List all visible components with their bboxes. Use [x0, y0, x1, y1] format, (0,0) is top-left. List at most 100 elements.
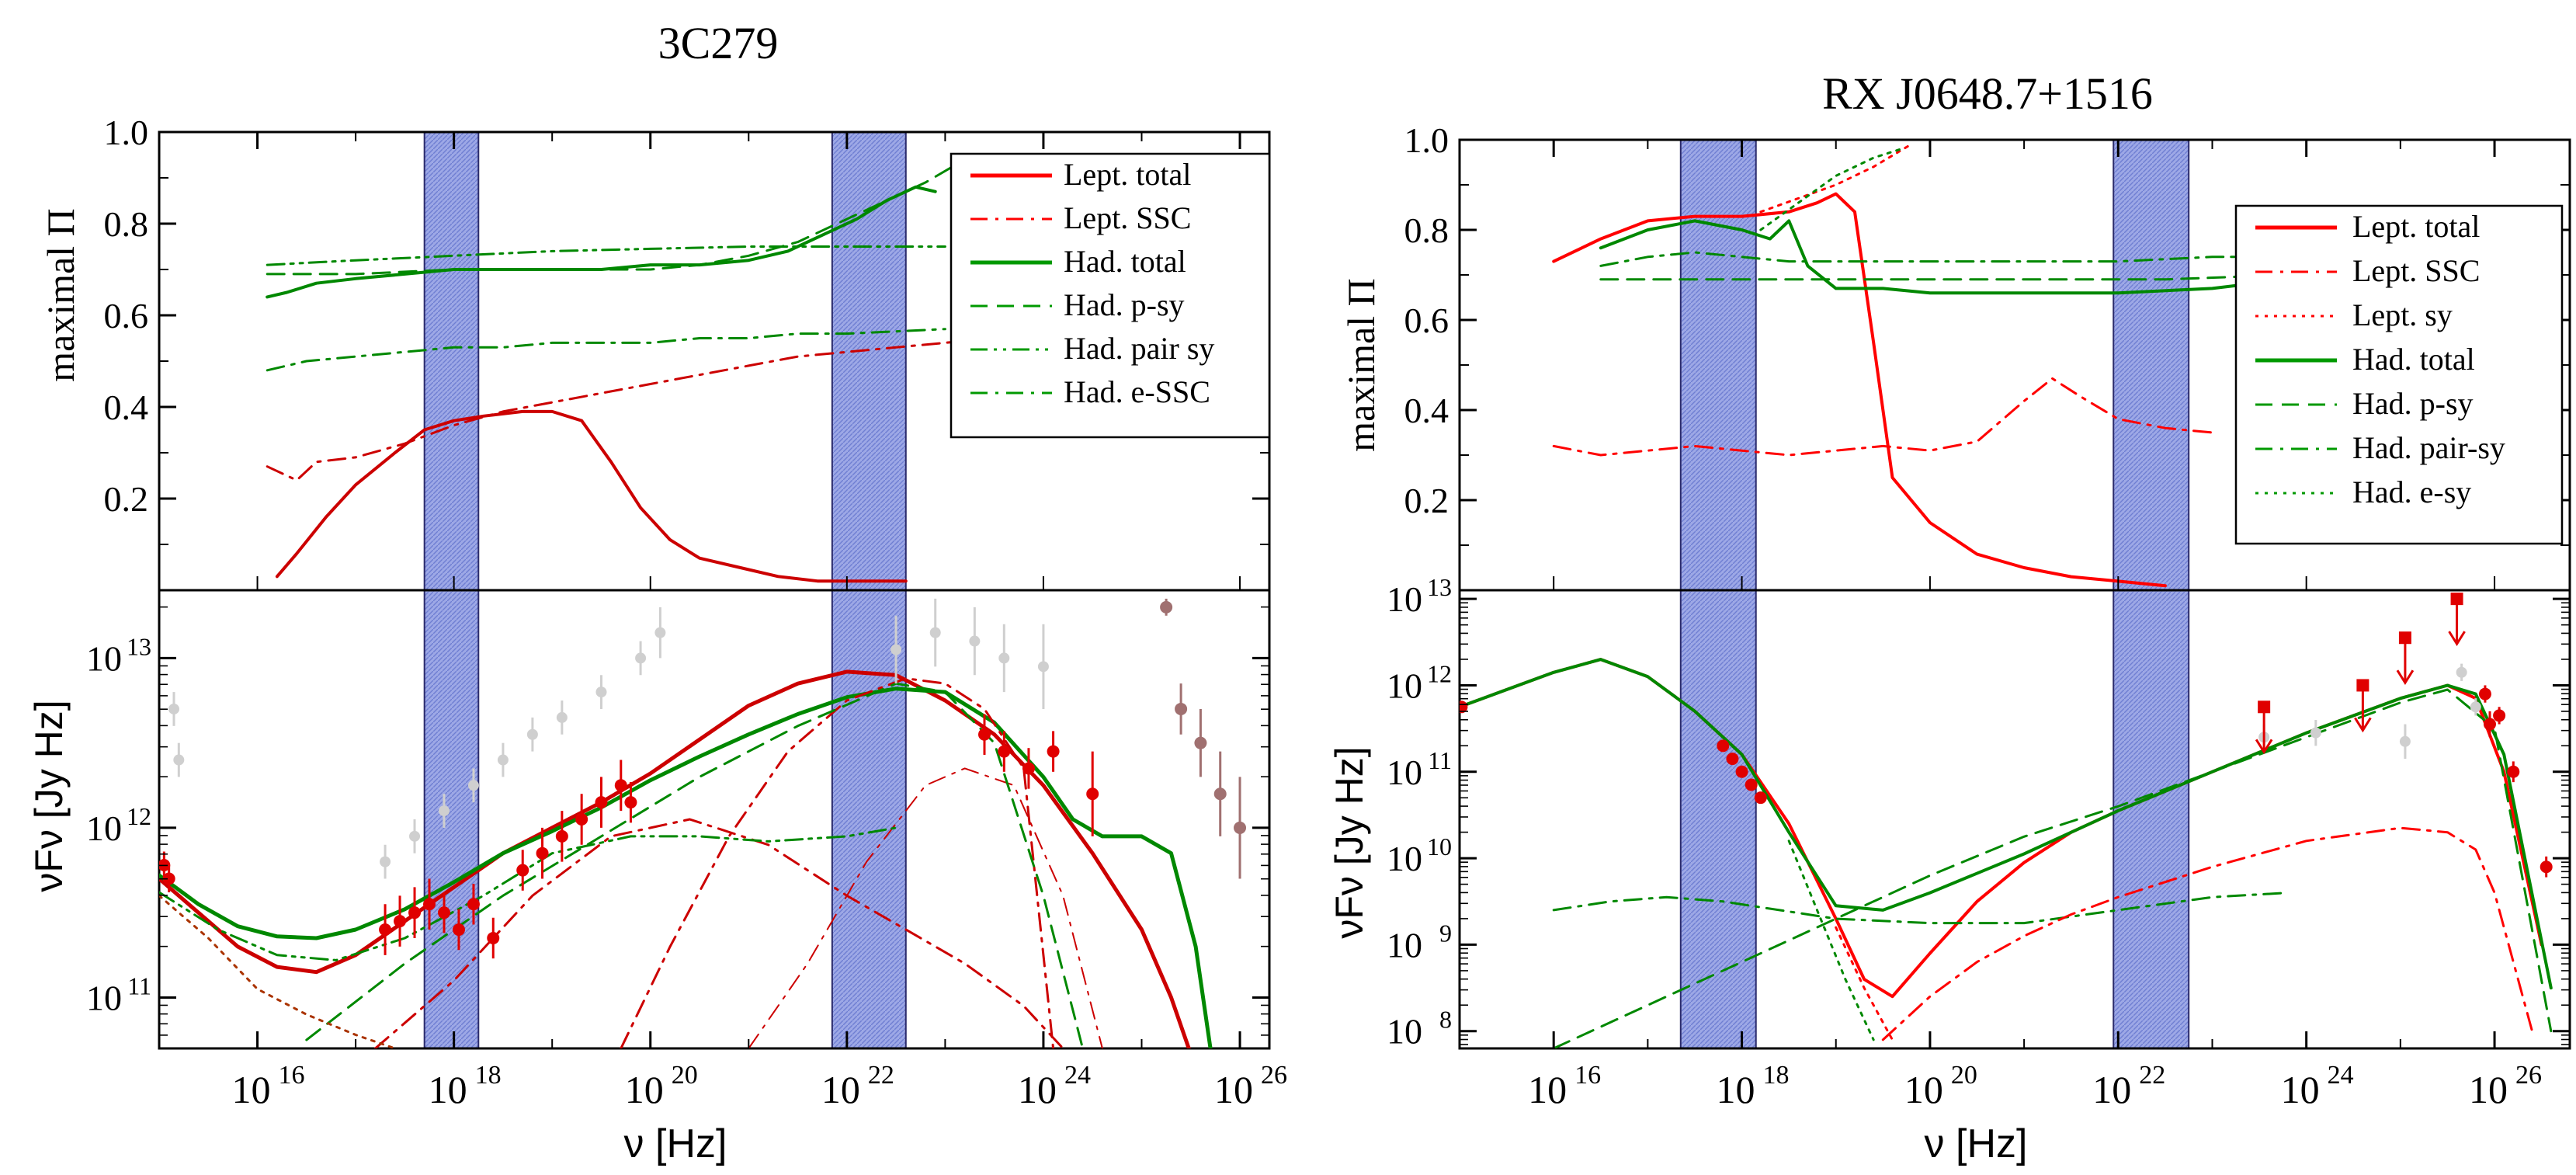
legend-label: Had. pair sy [1064, 331, 1214, 366]
series-lept-total [275, 409, 908, 583]
vhe-point [1194, 736, 1207, 749]
data-point [575, 813, 588, 826]
plot-frame [1458, 138, 2571, 1050]
archival-point [2310, 727, 2321, 739]
y-tick-label: 10 [1387, 839, 1422, 878]
archival-point [168, 703, 179, 714]
x-ray-band-highlights [1679, 139, 2190, 1049]
series-had-total [1460, 658, 2553, 990]
y-tick-label: 0.8 [1404, 210, 1449, 250]
archival-point [654, 627, 666, 638]
x-axis-label: ν [Hz] [624, 1121, 727, 1166]
archival-point [526, 728, 538, 740]
legend: Lept. total Lept. SSC Had. total Had. p-sy H… [950, 152, 1271, 439]
data-point [978, 728, 991, 741]
top-y-axis-label: maximal Π [39, 208, 82, 382]
legend-label: Lept. SSC [1064, 200, 1191, 235]
data-point [555, 829, 568, 843]
archival-point [890, 644, 902, 655]
legend-label: Lept. SSC [2352, 253, 2480, 288]
archival-point [438, 805, 450, 817]
series-lept-ssc [1552, 377, 2213, 457]
data-point [614, 779, 627, 792]
legend-label: Had. pair-sy [2352, 430, 2505, 465]
x-tick-exponent: 24 [2328, 1061, 2354, 1090]
legend-label: Lept. total [2352, 209, 2480, 244]
archival-point [998, 652, 1010, 664]
archival-point [595, 687, 607, 698]
y-tick-label: 0.6 [104, 296, 149, 335]
data-point [379, 923, 392, 937]
data-point [1735, 765, 1748, 778]
data-point [162, 872, 175, 885]
chart-3c279: 3C279 10 16 10 18 10 20 10 22 10 24 10 260.20.40.60… [27, 18, 1287, 1166]
legend: Lept. total Lept. SSC Lept. sy Had. total Ha… [2234, 204, 2564, 545]
x-tick-exponent: 18 [1763, 1061, 1790, 1090]
shaded-band [2113, 139, 2190, 1049]
y-tick-label: 10 [86, 808, 122, 848]
series-had-total [1599, 219, 2290, 295]
data-point [1754, 791, 1767, 805]
x-tick-label: 10 [625, 1068, 664, 1111]
x-tick-label: 10 [1717, 1068, 1755, 1111]
y-tick-exponent: 13 [127, 632, 151, 660]
upper-limit-arrowhead [2448, 631, 2466, 646]
upper-limit-arrowhead [2396, 669, 2415, 686]
bottom-y-axis-label: νFν [Jy Hz] [1328, 746, 1371, 938]
x-tick-exponent: 26 [1261, 1061, 1287, 1090]
y-tick-exponent: 12 [1427, 659, 1452, 687]
y-tick-label: 0.2 [1404, 481, 1449, 520]
data-point [467, 898, 480, 911]
data-point [1460, 700, 1468, 714]
x-tick-label: 10 [1904, 1068, 1943, 1111]
x-tick-exponent: 26 [2515, 1061, 2542, 1090]
series-had-p-sy [1599, 273, 2289, 281]
legend-label: Had. e-SSC [1064, 374, 1210, 409]
legend-label: Lept. sy [2352, 297, 2453, 332]
series-had-p-sy [305, 682, 1085, 1048]
y-tick-label: 0.2 [104, 479, 149, 519]
series-had-total [159, 687, 1213, 1048]
archival-point [497, 754, 509, 766]
polarization-series [266, 158, 996, 583]
y-tick-label: 10 [1387, 666, 1422, 705]
series-had-pair-sy [266, 245, 946, 266]
x-tick-label: 10 [2281, 1068, 2320, 1111]
series-had-e-sy [1759, 148, 1904, 231]
series-had-e-sy [1787, 840, 1875, 1041]
archival-point [1037, 661, 1049, 673]
archival-point [2456, 666, 2467, 678]
series-had-total [266, 185, 937, 299]
legend-label: Had. p-sy [1064, 287, 1185, 322]
data-point [1745, 778, 1758, 791]
vhe-point [1160, 600, 1173, 614]
plot-frame [158, 130, 1271, 1050]
data-point [1717, 739, 1730, 753]
upper-limit-arrowhead [2255, 739, 2273, 755]
vhe-point [1234, 821, 1247, 834]
y-tick-label: 0.4 [1404, 391, 1449, 430]
legend-label: Had. p-sy [2352, 386, 2474, 421]
polarization-series [1552, 143, 2290, 588]
data-point [516, 864, 529, 877]
legend-label: Lept. total [1064, 157, 1191, 192]
y-tick-label: 0.6 [1404, 301, 1449, 340]
y-tick-exponent: 13 [1427, 573, 1452, 601]
x-tick-exponent: 22 [868, 1061, 894, 1090]
x-tick-label: 10 [429, 1068, 467, 1111]
sed-data-points [159, 598, 1247, 959]
series-lept-total [1460, 658, 2543, 999]
data-point [1086, 787, 1099, 801]
series-had-pair-sy [159, 826, 897, 961]
series-had-pair-sy [1552, 892, 2289, 925]
data-point [2507, 765, 2520, 778]
series-had-pair-sy [1599, 251, 2289, 267]
x-tick-label: 10 [1528, 1068, 1567, 1111]
archival-point [2470, 701, 2481, 713]
y-tick-label: 0.4 [104, 388, 149, 427]
data-point [624, 796, 637, 809]
chart-title: 3C279 [658, 18, 779, 68]
data-point [2483, 718, 2496, 731]
data-point [487, 931, 500, 944]
